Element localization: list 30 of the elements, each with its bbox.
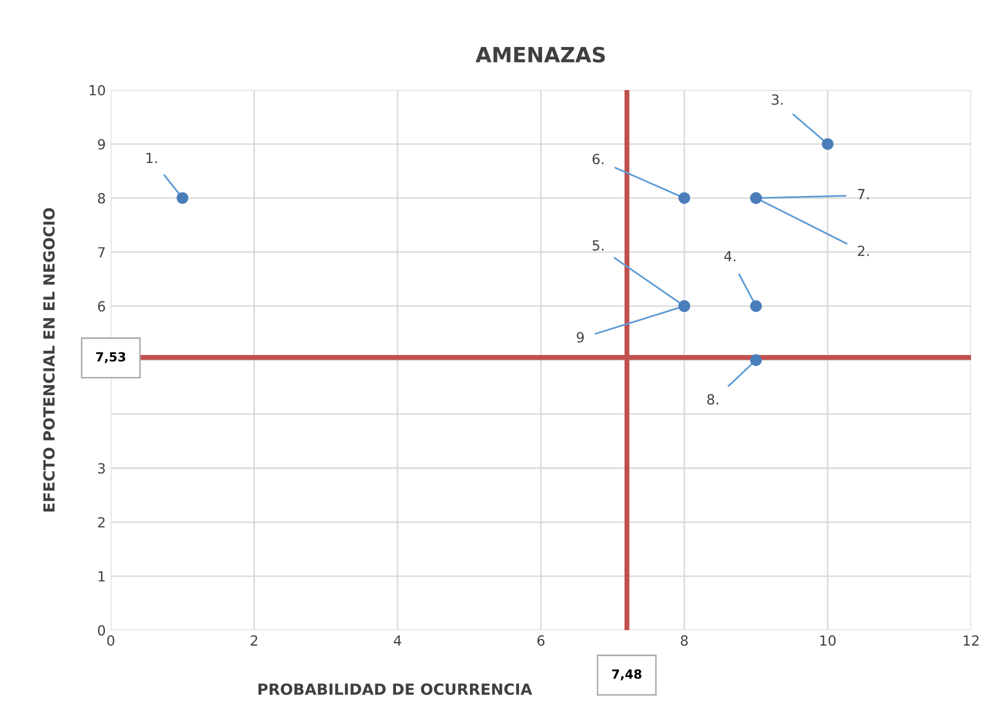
annotation: 8. xyxy=(707,394,718,405)
y-tick-label: 3 xyxy=(98,463,105,474)
x-tick-label: 0 xyxy=(107,635,114,646)
annotation: 3. xyxy=(772,94,783,105)
y-tick-label: 8 xyxy=(98,193,105,204)
x-tick-label: 2 xyxy=(250,635,258,646)
y-tick-label: 7 xyxy=(98,247,105,258)
x-tick-label: 10 xyxy=(820,635,836,646)
annotation: 4. xyxy=(724,251,736,262)
annotation: 6. xyxy=(592,154,604,164)
annotation: 2. xyxy=(858,246,869,256)
x-tick-label: 8 xyxy=(680,635,688,646)
annotation: 9 xyxy=(576,332,584,343)
y-tick-label: 2 xyxy=(98,517,105,528)
annotation: 7,53 xyxy=(96,352,126,364)
y-tick-label: 1 xyxy=(98,571,105,582)
y-tick-label: 10 xyxy=(90,84,105,96)
y-tick-label: 6 xyxy=(98,301,106,312)
y-axis-title: EFECTO POTENCIAL EN EL NEGOCIO xyxy=(43,208,55,512)
text: 7,48 xyxy=(612,669,642,680)
x-tick-label: 6 xyxy=(537,635,544,646)
x-tick-label: 4 xyxy=(394,635,402,646)
chart-title: AMENAZAS xyxy=(476,46,605,63)
x-axis-title: PROBABILIDAD DE OCURRENCIA xyxy=(258,683,532,695)
y-tick-label: 9 xyxy=(98,139,105,150)
x-tick-label: 12 xyxy=(964,635,978,646)
y-tick-label: 0 xyxy=(98,625,105,636)
annotation: 5. xyxy=(592,240,604,251)
annotation: 1. xyxy=(146,152,157,163)
annotation: 7. xyxy=(858,189,869,200)
